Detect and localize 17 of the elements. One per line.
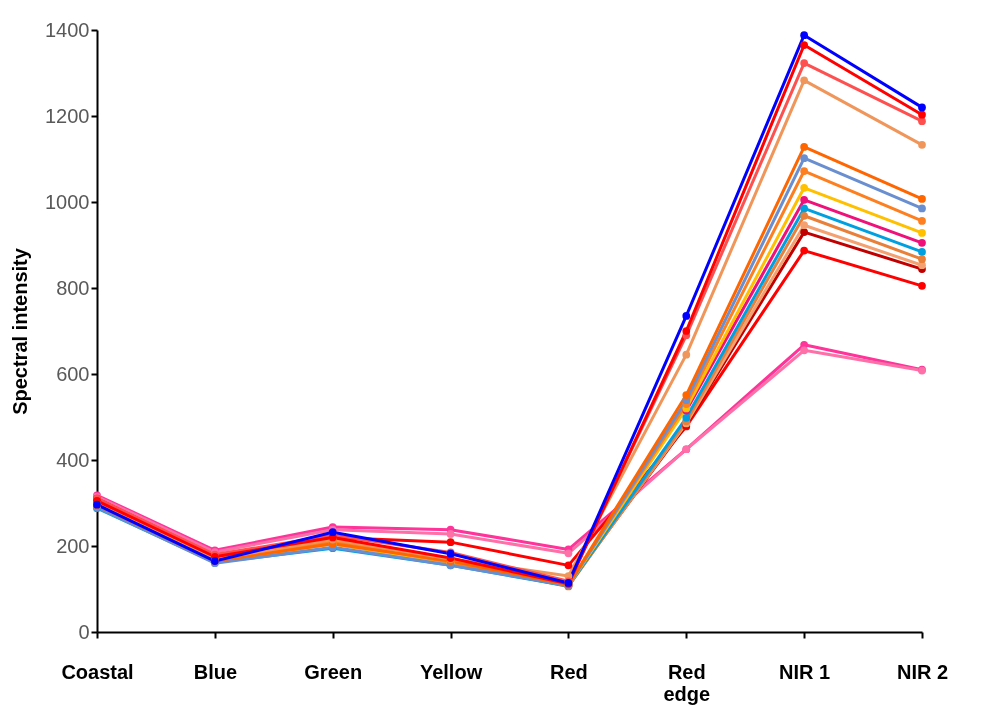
x-tick-label: NIR 1 (779, 660, 831, 683)
y-tick-label: 1400 (45, 18, 90, 41)
x-tick-label: Yellow (419, 660, 483, 683)
y-tick-label: 400 (56, 448, 90, 471)
y-tick-label: 1200 (45, 104, 90, 127)
x-tick-label: Red edge (663, 660, 711, 705)
x-tick-label: Red (550, 660, 588, 683)
y-tick-label: 200 (56, 534, 90, 557)
x-tick-label: Blue (193, 660, 238, 683)
y-tick-label: 1000 (45, 190, 90, 213)
x-tick-label: Coastal (61, 660, 134, 683)
y-axis-title: Spectral intensity (9, 247, 32, 415)
y-tick-label: 600 (56, 362, 90, 385)
y-tick-label: 800 (56, 276, 90, 299)
x-tick-label: NIR 2 (896, 660, 949, 683)
y-tick-label: 0 (78, 620, 90, 643)
x-tick-label: Green (304, 660, 363, 683)
